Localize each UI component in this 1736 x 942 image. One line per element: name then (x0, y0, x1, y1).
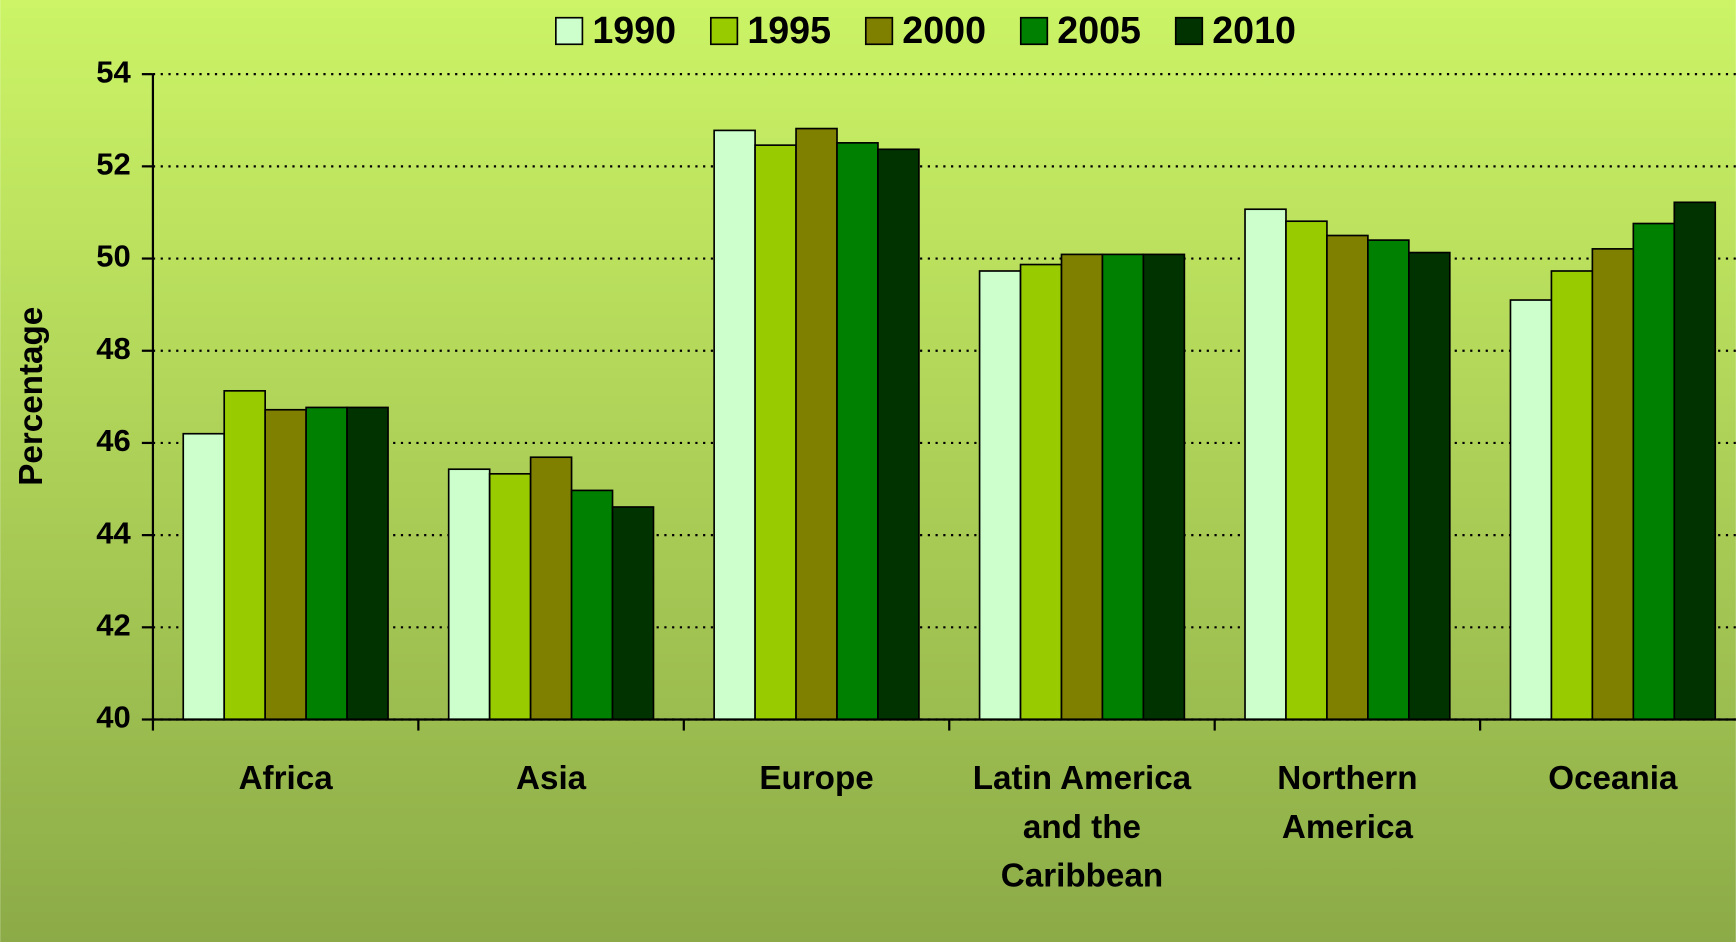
x-tick-label: Europe (759, 760, 874, 797)
x-tick-label-box: Europe (759, 760, 874, 797)
bar (1509, 299, 1553, 721)
bar (754, 144, 797, 721)
x-tick-label-box: Asia (515, 760, 587, 797)
y-tick-label: 48 (96, 331, 130, 366)
legend-label: 2000 (902, 9, 986, 51)
bar (795, 127, 838, 721)
bar (1632, 222, 1676, 721)
bar (978, 270, 1022, 721)
legend-swatch (709, 16, 739, 46)
y-tick-label: 52 (96, 147, 130, 182)
bar (570, 489, 614, 721)
y-axis-title: Percentage (13, 307, 50, 486)
y-tick-label: 54 (96, 54, 131, 89)
x-tick-label: Asia (515, 760, 587, 797)
bar (1019, 263, 1063, 721)
legend-swatch (1019, 16, 1049, 46)
bar (1285, 220, 1328, 721)
bar (1550, 270, 1594, 721)
y-tick-label: 40 (96, 700, 130, 735)
bar (1326, 234, 1369, 721)
bar (713, 129, 756, 721)
bar (877, 148, 920, 721)
x-tick-label: Northern America (1277, 760, 1418, 846)
bar (1060, 253, 1104, 721)
x-tick-label-box: Latin America and the Caribbean (972, 760, 1192, 895)
x-tick-label: Latin America and the Caribbean (972, 760, 1192, 895)
bar (529, 456, 573, 721)
legend-label: 2005 (1057, 9, 1141, 51)
bar (1673, 201, 1717, 721)
bar (1244, 208, 1287, 721)
legend-swatch (1174, 16, 1204, 46)
bar (346, 406, 389, 721)
bar (488, 472, 532, 721)
legend-label: 1995 (747, 9, 831, 51)
bar (223, 390, 266, 721)
bar (1408, 251, 1451, 721)
bar (836, 142, 879, 721)
x-tick-label: Africa (238, 760, 333, 797)
legend-label: 2010 (1212, 9, 1296, 51)
legend-swatch (864, 16, 894, 46)
x-tick-label-box: Northern America (1277, 760, 1418, 846)
bar (1591, 248, 1635, 721)
bar (1101, 253, 1145, 721)
y-tick-label: 50 (96, 239, 130, 274)
y-tick-label: 46 (96, 423, 130, 458)
bar (305, 406, 348, 721)
legend-swatch (555, 16, 584, 46)
bar (1367, 239, 1410, 721)
x-tick-label-box: Africa (238, 760, 333, 797)
x-tick-label: Oceania (1548, 760, 1678, 797)
y-tick-label: 44 (96, 515, 131, 550)
bar (264, 408, 307, 721)
bar (447, 468, 491, 721)
x-tick-label-box: Oceania (1548, 760, 1678, 797)
bar (182, 432, 226, 721)
legend-label: 1990 (592, 9, 676, 51)
bar (1142, 253, 1186, 721)
y-tick-label: 42 (96, 608, 130, 643)
bar (611, 506, 655, 721)
